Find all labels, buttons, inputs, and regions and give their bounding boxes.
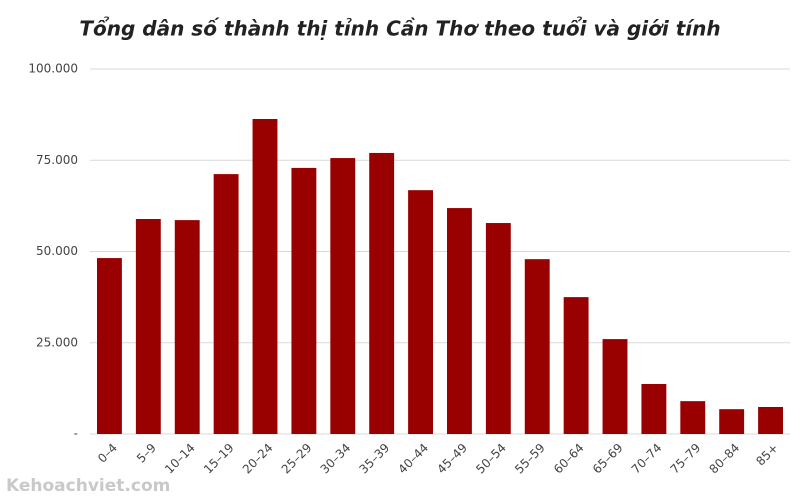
- bar: [174, 220, 200, 434]
- x-tick-label: 20–24: [240, 441, 276, 477]
- chart-title: Tổng dân số thành thị tỉnh Cần Thơ theo …: [79, 17, 720, 41]
- x-tick-label: 80–84: [707, 441, 743, 477]
- bar: [291, 167, 317, 435]
- y-tick-label: 100.000: [28, 62, 78, 76]
- bar: [719, 409, 745, 434]
- x-tick-label: 60–64: [551, 441, 587, 477]
- x-tick-label: 10–14: [162, 441, 198, 477]
- watermark: Kehoachviet.com: [6, 476, 170, 496]
- x-tick-label: 0–4: [95, 441, 120, 466]
- bar: [447, 208, 472, 434]
- x-tick-label: 45–49: [434, 441, 470, 477]
- x-tick-label: 35–39: [357, 441, 393, 477]
- x-tick-label: 50–54: [473, 441, 509, 477]
- x-tick-label: 25–29: [279, 441, 315, 477]
- bar: [135, 219, 161, 434]
- x-tick-label: 40–44: [395, 441, 431, 477]
- x-tick-label: 85+: [753, 441, 781, 469]
- bar: [369, 152, 395, 434]
- bar: [213, 174, 239, 434]
- bar: [97, 258, 122, 434]
- y-tick-label: 50.000: [36, 244, 78, 258]
- bar: [641, 383, 667, 434]
- bar: [680, 401, 706, 434]
- x-tick-label: 15–19: [201, 441, 237, 477]
- x-tick-label: 55–59: [512, 441, 548, 477]
- bar: [524, 259, 550, 434]
- bar: [563, 297, 589, 434]
- x-tick-label: 5–9: [134, 441, 159, 466]
- x-tick-label: 30–34: [318, 441, 354, 477]
- bar: [758, 406, 783, 434]
- bar: [330, 158, 356, 434]
- y-tick-label: 25.000: [36, 335, 78, 349]
- x-tick-label: 75–79: [668, 441, 704, 477]
- bar: [252, 119, 278, 434]
- y-tick-label: -: [74, 427, 78, 441]
- x-tick-label: 70–74: [629, 441, 665, 477]
- bar: [408, 190, 433, 434]
- bar: [602, 339, 628, 434]
- y-tick-label: 75.000: [36, 153, 78, 167]
- bar: [485, 223, 511, 434]
- x-tick-label: 65–69: [590, 441, 626, 477]
